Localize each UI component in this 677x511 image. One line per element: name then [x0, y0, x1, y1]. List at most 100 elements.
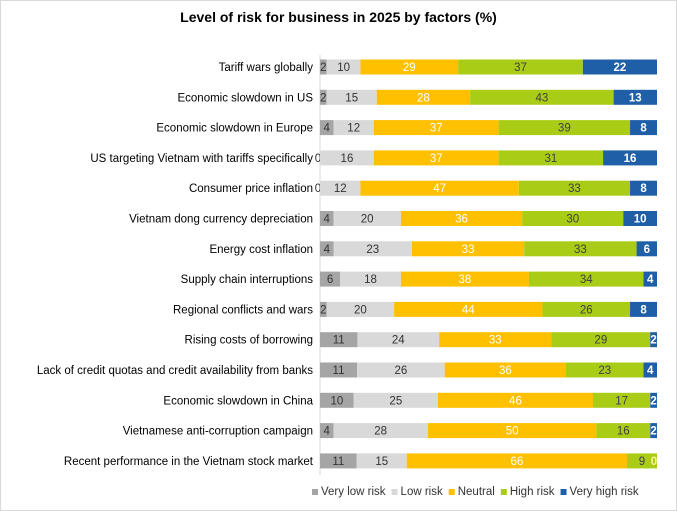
bar-segment-very-high-risk [603, 150, 657, 166]
legend-label: Very high risk [570, 486, 639, 498]
bar-segment-very-high-risk [630, 180, 657, 196]
chart-title: Level of risk for business in 2025 by fa… [180, 9, 497, 25]
category-label: Consumer price inflation [189, 183, 313, 195]
bar-segment-low-risk [333, 120, 374, 136]
category-label: Economic slowdown in Europe [156, 123, 313, 135]
bar-segment-high-risk [551, 332, 651, 348]
category-label: Recent performance in the Vietnam stock … [64, 456, 314, 468]
data-label: 9 [639, 456, 645, 468]
data-label: 4 [324, 214, 331, 226]
data-label: 0 [651, 456, 657, 468]
data-label: 2 [320, 62, 326, 74]
bar-segment-very-high-risk [650, 392, 657, 408]
bar-segment-neutral [400, 271, 529, 287]
data-label: 15 [345, 92, 358, 104]
bar-segment-very-low-risk [320, 59, 327, 75]
bar-segment-very-high-risk [630, 120, 657, 136]
bar-segment-very-low-risk [320, 120, 334, 136]
data-label: 8 [640, 304, 647, 316]
data-label: 28 [417, 92, 430, 104]
data-label: 11 [333, 335, 345, 347]
data-label: 30 [566, 214, 579, 226]
data-label: 33 [568, 183, 581, 195]
data-label: 2 [650, 395, 656, 407]
bar-segment-neutral [406, 453, 627, 469]
bar-segment-very-high-risk [582, 59, 657, 75]
data-label: 10 [337, 62, 350, 74]
bar-segment-high-risk [542, 301, 631, 317]
data-label: 11 [333, 365, 345, 377]
data-label: 16 [341, 153, 354, 165]
bar-segment-low-risk [353, 392, 438, 408]
bar-segment-very-low-risk [320, 362, 358, 378]
bar-segment-very-high-risk [613, 89, 657, 105]
data-label: 25 [389, 395, 402, 407]
bar-segment-low-risk [357, 362, 445, 378]
bar-segment-very-low-risk [320, 301, 327, 317]
data-label: 4 [647, 274, 654, 286]
data-label: 20 [361, 214, 374, 226]
bar-segment-very-high-risk [636, 241, 657, 257]
bar-segment-very-low-risk [320, 332, 358, 348]
category-label: Economic slowdown in China [163, 395, 313, 407]
category-label: US targeting Vietnam with tariffs specif… [90, 153, 313, 165]
bar-segment-high-risk [528, 271, 644, 287]
data-label: 28 [374, 426, 387, 438]
category-label: Rising costs of borrowing [185, 335, 313, 347]
bar-segment-low-risk [320, 150, 374, 166]
data-label: 37 [430, 153, 443, 165]
legend-swatch [500, 489, 507, 495]
data-label: 37 [514, 62, 527, 74]
bar-segment-high-risk [522, 211, 624, 226]
data-label: 0 [315, 153, 321, 165]
data-label: 2 [650, 426, 656, 438]
bar-segment-low-risk [320, 180, 361, 196]
bar-segment-very-low-risk [320, 392, 354, 408]
bar-segment-low-risk [357, 332, 440, 348]
category-label: Vietnamese anti-corruption campaign [123, 426, 313, 438]
bar-segment-low-risk [326, 59, 361, 75]
bar-segment-very-low-risk [320, 453, 357, 469]
bar-segment-high-risk [470, 89, 614, 105]
data-label: 2 [320, 304, 326, 316]
bar-segment-low-risk [326, 301, 395, 317]
category-label: Vietnam dong currency depreciation [129, 214, 313, 226]
bar-segment-very-high-risk [650, 423, 657, 439]
data-label: 23 [598, 365, 611, 377]
bar-segment-very-low-risk [320, 271, 341, 287]
bar-segment-very-high-risk [623, 211, 657, 226]
bar-segment-neutral [360, 59, 459, 75]
bar-segment-very-low-risk [320, 241, 334, 257]
data-label: 36 [455, 214, 468, 226]
bar-segment-low-risk [333, 423, 428, 439]
data-label: 4 [324, 123, 331, 135]
bar-segment-neutral [400, 211, 523, 226]
bar-segment-high-risk [626, 453, 657, 469]
bar-segment-neutral [411, 241, 525, 257]
data-label: 22 [614, 62, 627, 74]
data-label: 31 [544, 153, 557, 165]
legend-swatch [448, 489, 455, 495]
bar-segment-very-high-risk [643, 362, 657, 378]
bar-segment-very-low-risk [320, 89, 327, 105]
bar-segment-high-risk [592, 392, 651, 408]
data-label: 24 [392, 335, 405, 347]
bar-segment-low-risk [333, 211, 401, 226]
data-label: 2 [320, 92, 326, 104]
bar-segment-low-risk [340, 271, 401, 287]
bar-segment-very-low-risk [320, 211, 334, 226]
bar-segment-high-risk [498, 120, 631, 136]
data-label: 12 [347, 123, 360, 135]
bar-segment-neutral [373, 120, 499, 136]
category-label: Energy cost inflation [209, 244, 313, 256]
legend-label: Low risk [401, 486, 443, 498]
data-label: 23 [366, 244, 379, 256]
data-label: 4 [324, 426, 331, 438]
bar-segment-low-risk [333, 241, 412, 257]
data-label: 34 [580, 274, 593, 286]
data-label: 50 [506, 426, 519, 438]
bar-segment-neutral [439, 332, 552, 348]
bar-segment-neutral [427, 423, 597, 439]
data-label: 8 [640, 183, 647, 195]
